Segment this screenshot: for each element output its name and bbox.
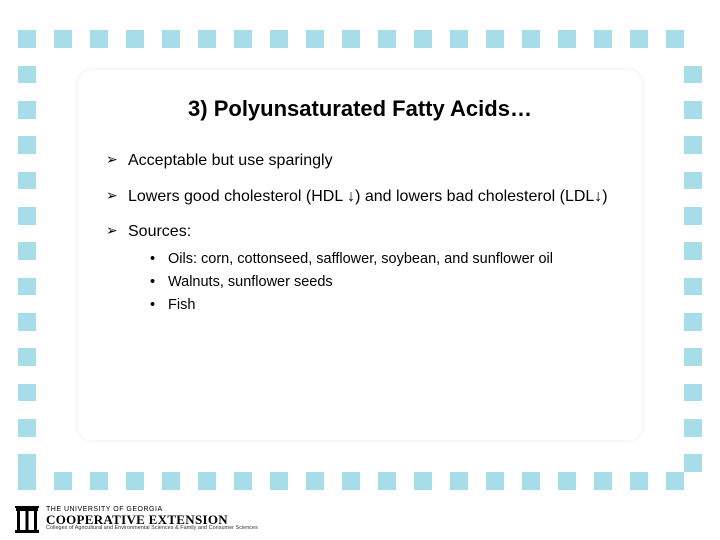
sub-bullet-item: Walnuts, sunflower seeds (150, 272, 614, 292)
bullet-item: Lowers good cholesterol (HDL ↓) and lowe… (106, 184, 614, 210)
content-panel: 3) Polyunsaturated Fatty Acids… Acceptab… (78, 70, 642, 440)
logo-colleges: Colleges of Agricultural and Environment… (46, 526, 258, 532)
bullet-item: Acceptable but use sparingly (106, 148, 614, 174)
bullet-text: Sources: (128, 223, 191, 240)
bullet-item: Sources: Oils: corn, cottonseed, safflow… (106, 219, 614, 315)
bullet-list: Acceptable but use sparingly Lowers good… (106, 148, 614, 316)
logo-text: THE UNIVERSITY OF GEORGIA COOPERATIVE EX… (46, 506, 258, 532)
uga-arch-icon (14, 504, 40, 534)
sub-bullet-item: Fish (150, 295, 614, 315)
sub-bullet-list: Oils: corn, cottonseed, safflower, soybe… (150, 249, 614, 316)
slide-title: 3) Polyunsaturated Fatty Acids… (106, 96, 614, 122)
footer-logo: THE UNIVERSITY OF GEORGIA COOPERATIVE EX… (14, 504, 258, 534)
sub-bullet-item: Oils: corn, cottonseed, safflower, soybe… (150, 249, 614, 269)
